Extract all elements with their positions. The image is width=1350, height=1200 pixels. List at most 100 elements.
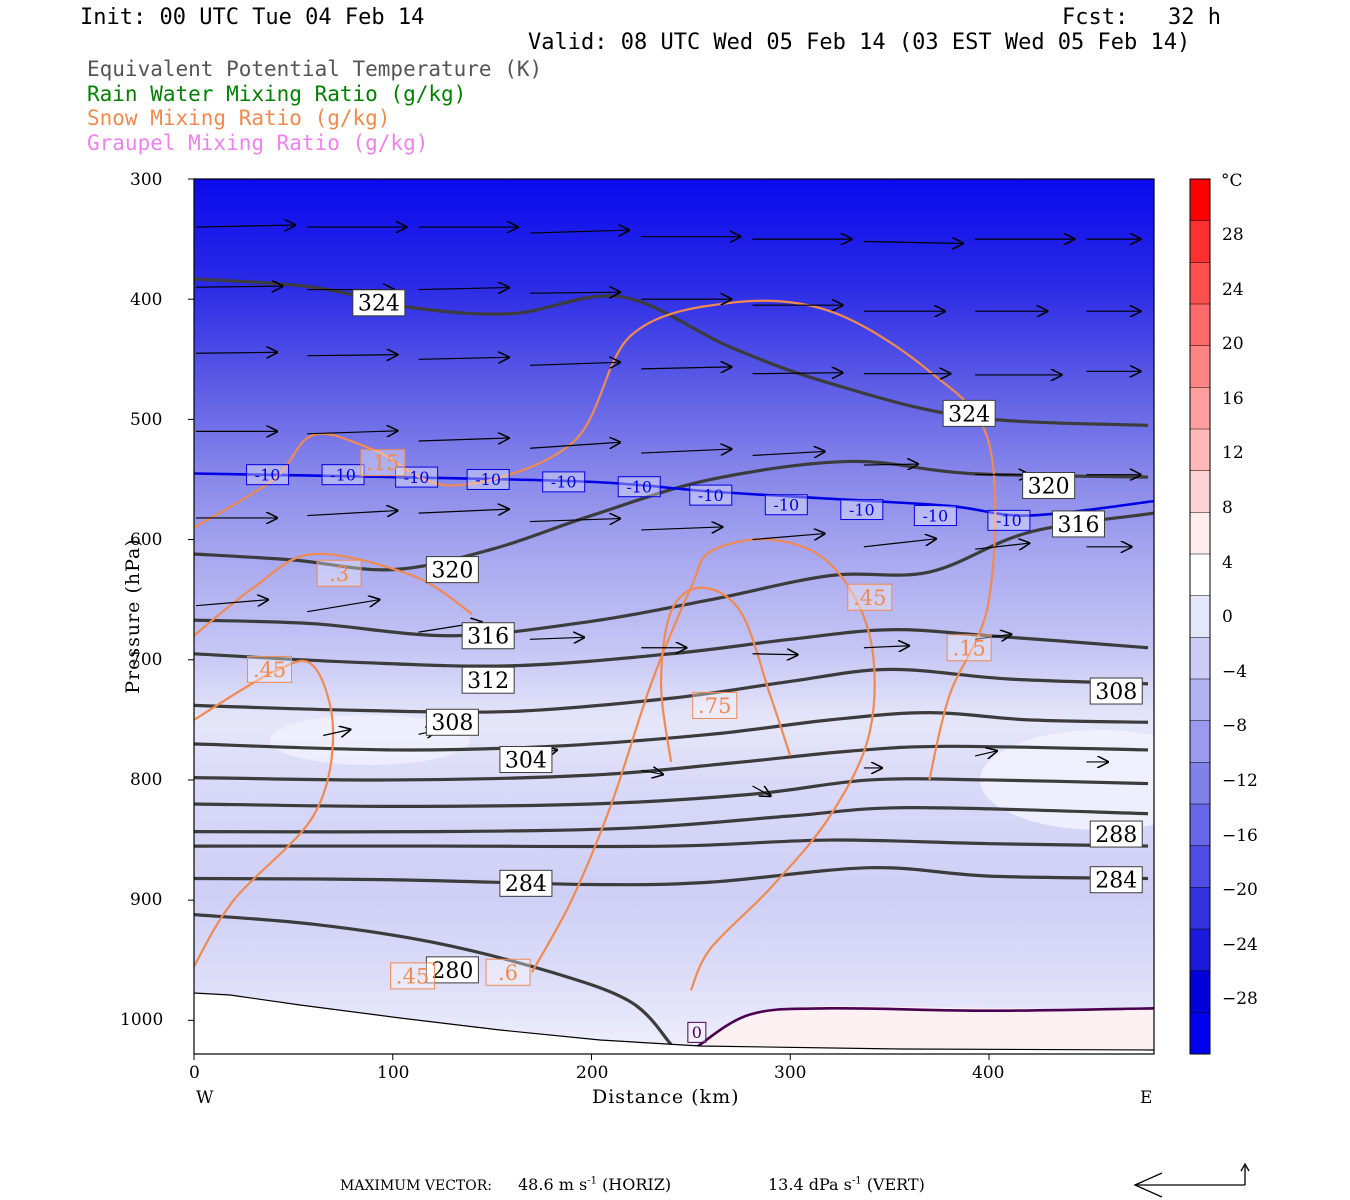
theta-e-contour-296 [194, 777, 1149, 809]
theta-e-label: 308 [1095, 680, 1137, 705]
isotherm-label-box [617, 476, 661, 498]
wind-vector [307, 431, 397, 434]
colorbar-swatch [1190, 1012, 1210, 1055]
theta-e-label: 320 [1028, 474, 1070, 499]
colorbar-swatch [1190, 929, 1210, 972]
snow-label-box [946, 634, 992, 662]
wind-vector [195, 225, 295, 227]
snow-label-box [390, 962, 436, 990]
x-tick-100: 100 [377, 1063, 410, 1083]
colorbar-swatch [1190, 470, 1210, 513]
isotherm-label-box [246, 464, 290, 486]
snow-label: .75 [698, 694, 731, 718]
snow-contour-0.3 [194, 552, 473, 637]
plot-frame [193, 178, 1155, 1055]
max-vector-vert: 13.4 dPa s-1 (VERT) [768, 1175, 925, 1194]
x-tick-400: 400 [972, 1063, 1005, 1083]
wind-vector [418, 357, 509, 359]
colorbar-swatch [1190, 637, 1210, 680]
theta-e-label: 308 [431, 711, 473, 736]
wind-vector [529, 637, 584, 639]
isotherm-label-box [466, 468, 510, 490]
colorbar-label: 4 [1222, 552, 1233, 573]
max-vector-horiz: 48.6 m s-1 (HORIZ) [518, 1175, 672, 1194]
wind-vector [195, 286, 282, 287]
isotherm-label: -10 [330, 465, 356, 484]
isotherm-label: -10 [475, 470, 501, 489]
snow-label: .6 [498, 961, 518, 985]
x-tick-0: 0 [189, 1063, 200, 1083]
wind-vector [529, 292, 620, 293]
theta-e-label: 304 [505, 748, 547, 773]
theta-e-contour-288 [194, 838, 1149, 849]
theta-e-label: 280 [431, 959, 473, 984]
y-tick-600: 600 [130, 530, 163, 550]
colorbar-swatch [1190, 512, 1210, 555]
snow-label: .45 [853, 586, 886, 610]
colorbar-swatch [1190, 804, 1210, 847]
colorbar-label: 0 [1222, 607, 1233, 628]
legend-graupel: Graupel Mixing Ratio (g/kg) [87, 131, 429, 155]
isotherm-label: -10 [849, 500, 875, 519]
x-tick-200: 200 [576, 1063, 609, 1083]
isotherm-minus10-line [194, 472, 1154, 517]
theta-e-label: 284 [505, 872, 547, 897]
theta-e-contour-300 [194, 744, 1149, 782]
theta-e-label-box [1089, 677, 1143, 705]
y-tick-500: 500 [130, 410, 163, 430]
wind-vector [418, 438, 509, 441]
colorbar-label: −12 [1222, 771, 1258, 791]
wind-vector [641, 527, 722, 530]
theta-e-contour-304 [194, 711, 1149, 752]
isotherm-label: -10 [255, 465, 281, 484]
theta-e-contour-284 [194, 866, 1149, 887]
snow-label: .15 [952, 636, 985, 660]
colorbar-unit: °C [1221, 171, 1243, 191]
wind-vector [323, 729, 350, 735]
snow-label-box [316, 559, 362, 587]
wind-vector [418, 509, 509, 513]
isotherm-label: 0 [692, 1023, 702, 1042]
isotherm-label: -10 [551, 473, 577, 492]
isotherm-zero-line [696, 1006, 1154, 1048]
snow-contour-0.45 [194, 659, 335, 967]
colorbar-swatch [1190, 262, 1210, 305]
wind-vector [863, 539, 936, 548]
snow-contour-0.75 [659, 586, 792, 763]
x-tick-300: 300 [774, 1063, 807, 1083]
colorbar-swatch [1190, 429, 1210, 472]
legend-snow: Snow Mixing Ratio (g/kg) [87, 106, 391, 130]
wind-vector [752, 373, 843, 374]
snow-label: .15 [366, 451, 399, 475]
theta-e-label-box [499, 746, 553, 774]
y-tick-700: 700 [130, 650, 163, 670]
wind-vector [752, 451, 825, 455]
theta-e-label-box [461, 666, 515, 694]
colorbar-swatch [1190, 679, 1210, 722]
colorbar-swatch [1190, 595, 1210, 638]
isotherm-label: -10 [922, 506, 948, 525]
wind-vector [975, 634, 1011, 639]
wind-vector [863, 464, 918, 465]
colorbar-swatch [1190, 845, 1210, 888]
colorbar-swatch [1190, 887, 1210, 930]
forecast-hour: Fcst: 32 h [1062, 5, 1221, 30]
isotherm-label-box [321, 464, 365, 486]
theta-e-label-box [425, 708, 479, 736]
isotherm-label: -10 [698, 486, 724, 505]
colorbar-label: 8 [1222, 498, 1233, 518]
colorbar-label: −20 [1222, 880, 1258, 901]
theta-e-contour-316 [194, 511, 1154, 638]
wind-vector [641, 367, 731, 369]
colorbar-label: 24 [1222, 279, 1244, 300]
theta-e-contour-320 [194, 459, 1149, 572]
colorbar-label: 16 [1222, 388, 1244, 409]
isotherm-label-box [689, 484, 733, 506]
colorbar-swatch [1190, 554, 1210, 597]
isotherm-label: -10 [626, 477, 652, 496]
snow-label: .45 [396, 964, 429, 988]
isotherm-label-box [687, 1021, 707, 1043]
colorbar-swatch [1190, 387, 1210, 430]
wind-vector [529, 362, 620, 365]
